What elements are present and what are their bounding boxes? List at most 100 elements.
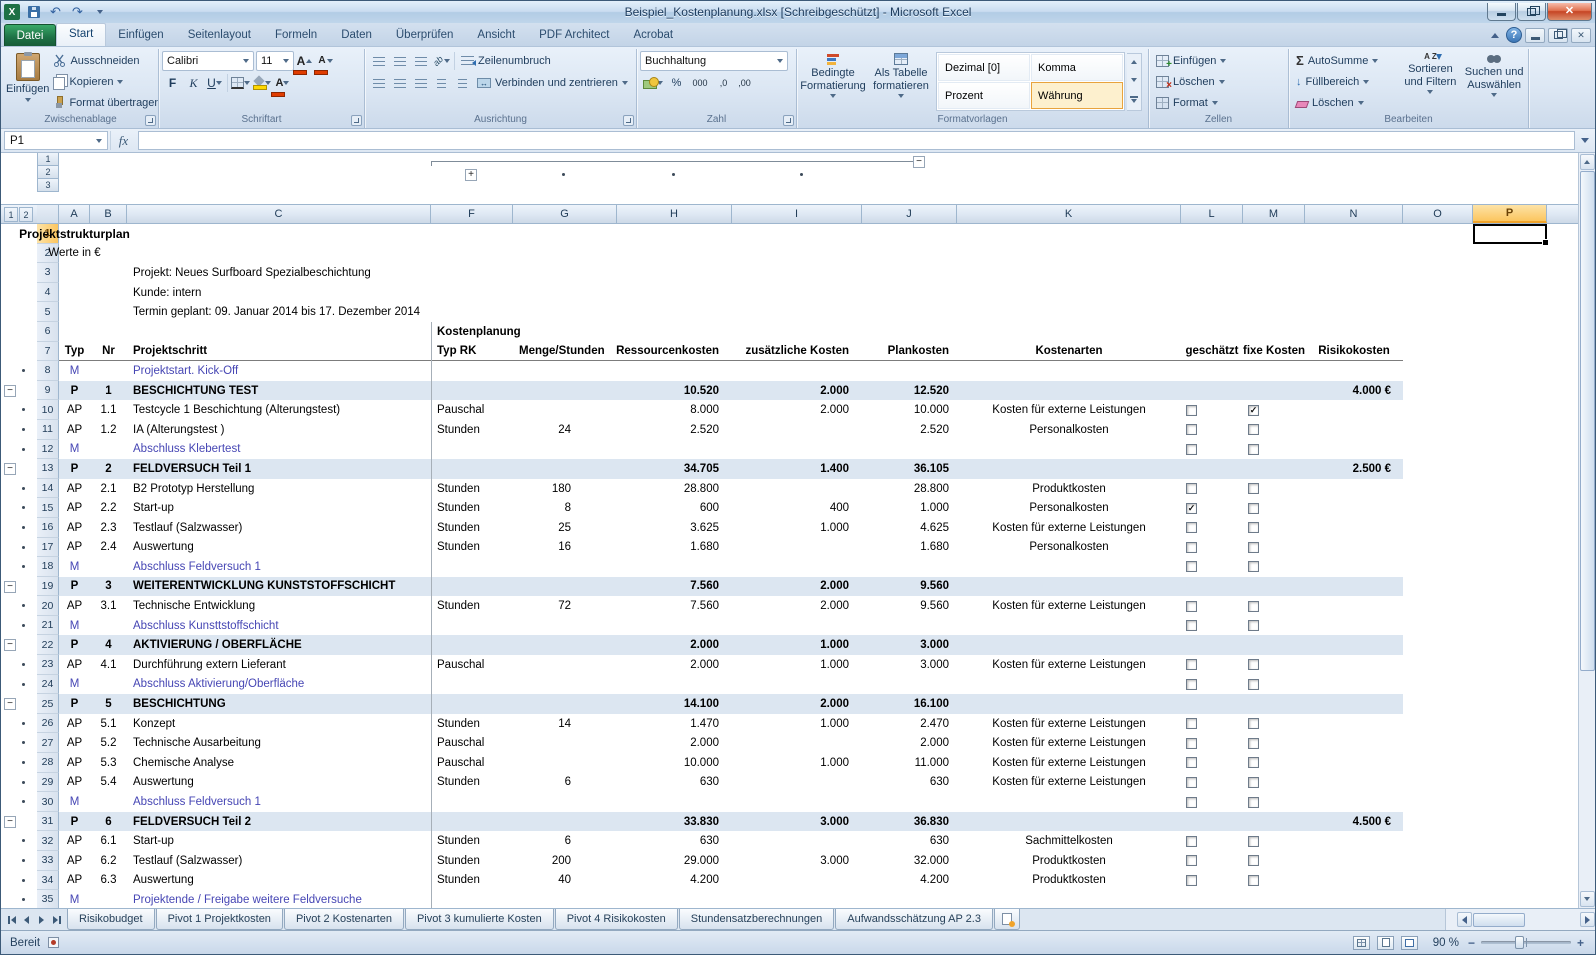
column-header-H[interactable]: H [617,205,732,223]
expand-columns-button[interactable]: + [465,169,477,181]
align-right-button[interactable] [410,73,431,93]
minimize-ribbon-button[interactable] [1487,28,1503,42]
gallery-up-icon[interactable] [1131,60,1137,65]
cell-A1[interactable]: Projektstrukturplan [19,226,130,241]
currency-format-button[interactable] [640,73,666,93]
cell-J14[interactable]: 28.800 [913,482,949,495]
ribbon-tab-formeln[interactable]: Formeln [275,29,318,41]
cell-J15[interactable]: 1.000 [920,502,949,515]
cell-B9[interactable]: 1 [105,384,112,397]
cell-A17[interactable]: AP [66,541,83,554]
sort-filter-button[interactable]: A Z Sortieren und Filtern [1400,50,1462,113]
cell-I31[interactable]: 3.000 [820,815,849,828]
geschaetzt-checkbox-row-34[interactable] [1186,874,1197,886]
cell-I15[interactable]: 400 [829,502,849,515]
cell-F15[interactable]: Stunden [437,502,480,515]
cell-C10[interactable]: Testcycle 1 Beschichtung (Alterungstest) [133,404,341,417]
minimize-button[interactable] [1487,3,1516,21]
geschaetzt-checkbox-row-24[interactable] [1186,678,1197,690]
cell-G7[interactable]: Menge/Stunden [519,345,605,358]
ribbon-tab-ansicht[interactable]: Ansicht [477,29,516,41]
geschaetzt-checkbox-row-11[interactable] [1186,424,1197,436]
cell-A7[interactable]: Typ [64,345,85,358]
cell-B33[interactable]: 6.2 [100,854,117,867]
cell-J13[interactable]: 36.105 [913,462,949,475]
cell-K7[interactable]: Kostenarten [1035,345,1103,358]
collapse-group-button[interactable]: − [4,384,16,397]
cell-I16[interactable]: 1.000 [820,521,849,534]
row-header-13[interactable]: 13 [37,459,59,479]
row-header-30[interactable]: 30 [37,792,59,812]
cell-H32[interactable]: 630 [699,835,719,848]
cell-B11[interactable]: 1.2 [100,423,117,436]
next-sheet-button[interactable] [35,912,48,927]
cell-C13[interactable]: FELDVERSUCH Teil 1 [133,462,251,475]
cell-A29[interactable]: AP [66,776,83,789]
align-top-button[interactable] [368,51,389,71]
row-header-19[interactable]: 19 [37,576,59,597]
cell-A11[interactable]: AP [66,423,83,436]
cell-C20[interactable]: Technische Entwicklung [133,600,256,613]
fixe-kosten-checkbox-row-18[interactable] [1248,561,1259,573]
zoom-level[interactable]: 90 % [1432,936,1459,949]
formula-input[interactable] [138,131,1575,150]
cell-A26[interactable]: AP [66,717,83,730]
cell-C19[interactable]: WEITERENTWICKLUNG KUNSTSTOFFSCHICHT [133,580,396,593]
macro-record-icon[interactable] [48,937,60,948]
customize-qat-button[interactable] [89,3,110,21]
sheet-tab-pivot-4-risikokosten[interactable]: Pivot 4 Risikokosten [554,909,678,930]
row-header-8[interactable]: 8 [37,361,59,381]
ribbon-tab-überprüfen[interactable]: Überprüfen [395,29,454,41]
row-header-32[interactable]: 32 [37,831,59,851]
cell-style-dezimal-0[interactable]: Dezimal [0] [938,54,1030,81]
normal-view-button[interactable] [1353,935,1370,950]
collapse-group-button[interactable]: − [4,815,16,828]
row-header-25[interactable]: 25 [37,694,59,714]
cell-A33[interactable]: AP [66,854,83,867]
cell-J34[interactable]: 4.200 [920,874,949,887]
cell-K34[interactable]: Produktkosten [1032,874,1106,887]
cell-I20[interactable]: 2.000 [820,600,849,613]
row-header-31[interactable]: 31 [37,811,59,832]
shrink-font-button[interactable]: A [315,51,336,71]
row-header-26[interactable]: 26 [37,713,59,734]
number-format-select[interactable]: Buchhaltung [640,51,788,71]
cell-H33[interactable]: 29.000 [683,854,719,867]
cell-A34[interactable]: AP [66,874,83,887]
find-select-button[interactable]: Suchen und Auswählen [1463,50,1525,113]
cell-G29[interactable]: 6 [564,776,571,789]
merge-center-button[interactable]: ↔ Verbinden und zentrieren [473,73,632,94]
column-header-F[interactable]: F [431,205,513,223]
cell-K11[interactable]: Personalkosten [1029,423,1109,436]
ribbon-tab-daten[interactable]: Daten [341,29,372,41]
row-header-3[interactable]: 3 [37,263,59,283]
cell-A20[interactable]: AP [66,600,83,613]
row-header-28[interactable]: 28 [37,753,59,773]
cell-H19[interactable]: 7.560 [690,580,719,593]
font-size-select[interactable]: 11 [256,51,294,71]
cell-I22[interactable]: 1.000 [820,639,849,652]
cell-H15[interactable]: 600 [699,502,719,515]
row-header-11[interactable]: 11 [37,419,59,440]
cell-B13[interactable]: 2 [105,462,112,475]
save-button[interactable] [23,3,44,21]
zoom-out-button[interactable]: − [1467,935,1475,950]
align-center-button[interactable] [389,73,410,93]
geschaetzt-checkbox-row-27[interactable] [1186,737,1197,749]
cell-F32[interactable]: Stunden [437,835,480,848]
cell-style-währung[interactable]: Währung [1031,82,1123,109]
sheet-tab-risikobudget[interactable]: Risikobudget [67,909,155,930]
cell-K16[interactable]: Kosten für externe Leistungen [992,521,1146,534]
thousands-format-button[interactable]: 000 [687,73,713,93]
cell-A19[interactable]: P [70,580,79,593]
ribbon-tab-seitenlayout[interactable]: Seitenlayout [187,29,251,41]
cell-A16[interactable]: AP [66,521,83,534]
ribbon-tab-start[interactable]: Start [56,23,107,46]
cell-F14[interactable]: Stunden [437,482,480,495]
bold-button[interactable]: F [168,76,177,90]
font-family-select[interactable]: Calibri [162,51,254,71]
cell-A15[interactable]: AP [66,502,83,515]
ribbon-tab-acrobat[interactable]: Acrobat [633,29,674,41]
align-middle-button[interactable] [389,51,410,71]
workbook-minimize-button[interactable] [1525,27,1545,43]
